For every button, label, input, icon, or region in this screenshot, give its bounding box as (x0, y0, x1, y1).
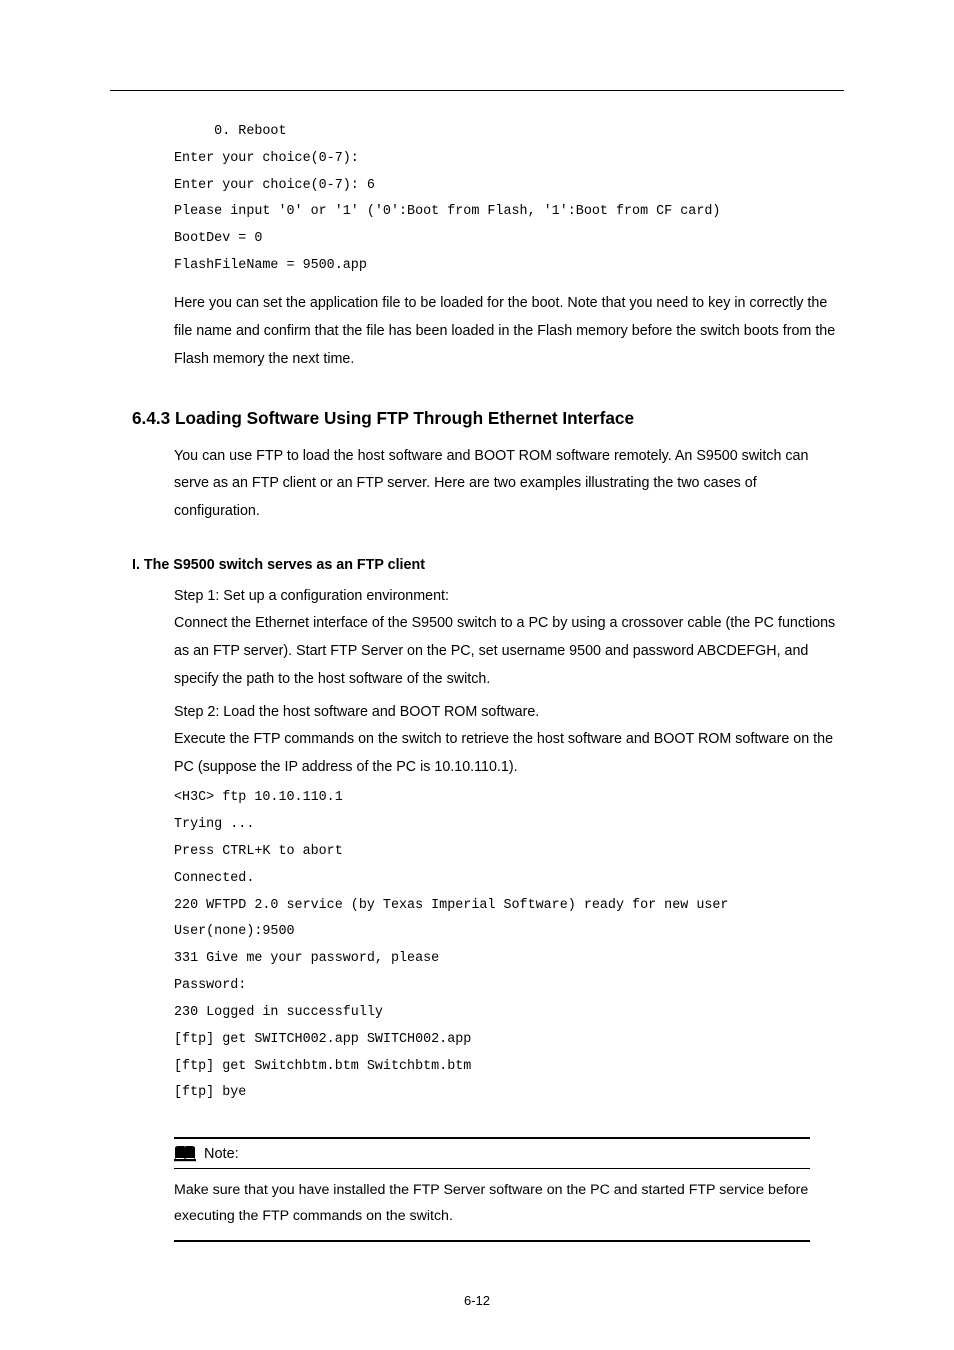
step1-body: Connect the Ethernet interface of the S9… (110, 610, 844, 694)
terminal-line: Press CTRL+K to abort (174, 839, 844, 866)
terminal-line: <H3C> ftp 10.10.110.1 (174, 785, 844, 812)
page-number: 6-12 (0, 1293, 954, 1308)
step1-label: Step 1: Set up a configuration environme… (110, 588, 844, 604)
step2-body: Execute the FTP commands on the switch t… (110, 726, 844, 782)
bootmenu-line: Enter your choice(0-7): 6 (174, 173, 844, 200)
bootmenu-line: Please input '0' or '1' ('0':Boot from F… (174, 199, 844, 226)
bootmenu-line: BootDev = 0 (174, 226, 844, 253)
section-heading: 6.4.3 Loading Software Using FTP Through… (110, 408, 844, 429)
prose-flash-note: Here you can set the application file to… (110, 290, 844, 374)
section-intro: You can use FTP to load the host softwar… (110, 443, 844, 527)
step2-label: Step 2: Load the host software and BOOT … (110, 704, 844, 720)
case1-title: I. The S9500 switch serves as an FTP cli… (110, 552, 844, 580)
terminal-line: Trying ... (174, 812, 844, 839)
note-body: Make sure that you have installed the FT… (174, 1169, 810, 1240)
bootmenu-line: 0. Reboot (174, 119, 844, 146)
terminal-line: Password: (174, 973, 844, 1000)
bootmenu-line: Enter your choice(0-7): (174, 146, 844, 173)
note-box: Note: Make sure that you have installed … (174, 1137, 810, 1242)
bootmenu-block: 0. Reboot Enter your choice(0-7): Enter … (110, 119, 844, 280)
terminal-line: [ftp] get Switchbtm.btm Switchbtm.btm (174, 1054, 844, 1081)
note-header: Note: (174, 1139, 810, 1168)
terminal-line: 220 WFTPD 2.0 service (by Texas Imperial… (174, 893, 844, 920)
bootmenu-line: FlashFileName = 9500.app (174, 253, 844, 280)
note-bottom-rule (174, 1240, 810, 1242)
terminal-line: Connected. (174, 866, 844, 893)
page-container: 0. Reboot Enter your choice(0-7): Enter … (0, 0, 954, 1302)
terminal-line: User(none):9500 (174, 919, 844, 946)
terminal-line: [ftp] bye (174, 1080, 844, 1107)
terminal-line: 230 Logged in successfully (174, 1000, 844, 1027)
header-rule (110, 90, 844, 91)
book-icon (174, 1146, 196, 1162)
ftp-terminal-block: <H3C> ftp 10.10.110.1 Trying ... Press C… (110, 785, 844, 1107)
note-label: Note: (204, 1146, 239, 1162)
terminal-line: [ftp] get SWITCH002.app SWITCH002.app (174, 1027, 844, 1054)
terminal-line: 331 Give me your password, please (174, 946, 844, 973)
